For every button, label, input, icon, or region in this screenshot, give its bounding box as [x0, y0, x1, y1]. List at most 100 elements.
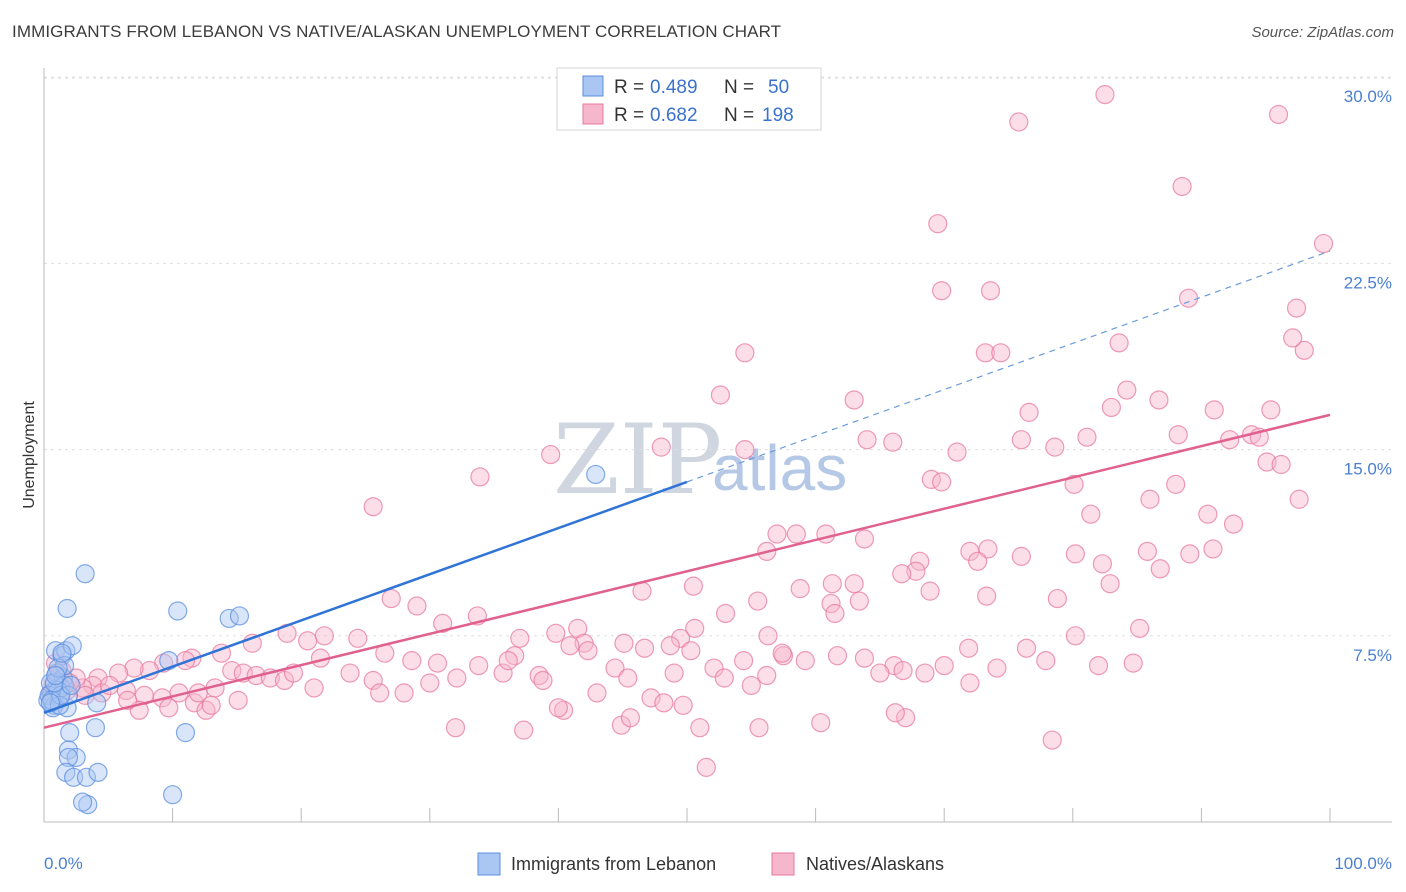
trend-line-lebanon-projection: [686, 250, 1331, 483]
y-tick-labels: 7.5% 15.0% 22.5% 30.0%: [1344, 87, 1392, 665]
legend-n-label-1: N =: [724, 77, 754, 98]
lebanon-point: [72, 792, 93, 812]
lebanon-point: [40, 693, 61, 713]
natives-point: [1016, 638, 1037, 658]
trend-lines: [43, 250, 1331, 729]
y-tick-label: 7.5%: [1353, 646, 1392, 665]
natives-point: [710, 385, 731, 405]
natives-point: [844, 574, 864, 594]
natives-point: [772, 643, 792, 663]
natives-point: [560, 636, 580, 656]
lebanon-point: [85, 718, 106, 738]
trend-line-lebanon: [43, 480, 688, 714]
natives-point: [741, 675, 761, 696]
natives-point: [175, 651, 196, 671]
lebanon-point: [175, 723, 196, 743]
natives-point: [654, 693, 674, 713]
natives-point: [704, 658, 724, 678]
natives-point: [1011, 430, 1031, 450]
natives-point: [1117, 380, 1137, 400]
y-tick-label: 15.0%: [1344, 460, 1392, 479]
natives-point: [222, 660, 242, 681]
natives-point: [849, 591, 869, 611]
natives-point: [370, 683, 390, 703]
natives-point: [870, 663, 890, 683]
natives-point: [117, 690, 138, 710]
series-legend: Immigrants from Lebanon Natives/Alaskans: [477, 852, 944, 876]
natives-point: [587, 683, 607, 703]
natives-point: [402, 651, 422, 671]
lebanon-point: [58, 740, 79, 760]
natives-point: [1289, 489, 1309, 509]
legend-r-value-2: 0.682: [650, 105, 698, 126]
natives-point: [159, 698, 179, 718]
natives-point: [1045, 437, 1065, 457]
natives-point: [553, 700, 574, 720]
legend-n-label-2: N =: [724, 105, 754, 126]
lebanon-point: [44, 673, 64, 693]
legend-swatch-natives: [582, 103, 604, 125]
natives-point: [447, 668, 467, 688]
natives-point: [1268, 104, 1289, 125]
bottom-legend-swatch-lebanon: [477, 852, 501, 876]
natives-point: [420, 673, 440, 693]
natives-point: [822, 574, 842, 594]
natives-point: [795, 651, 815, 671]
natives-point: [1168, 425, 1188, 445]
lebanon-point: [163, 785, 183, 805]
natives-point: [184, 693, 205, 713]
lebanon-point: [66, 747, 86, 768]
natives-point: [827, 646, 848, 666]
lebanon-point: [51, 685, 71, 705]
natives-point: [1149, 390, 1169, 410]
natives-point: [614, 633, 634, 653]
natives-point: [1009, 112, 1029, 132]
natives-point: [854, 529, 875, 549]
natives-point: [498, 651, 518, 671]
natives-point: [470, 467, 490, 487]
natives-point: [394, 683, 414, 703]
natives-point: [1047, 588, 1067, 609]
natives-point: [1130, 618, 1150, 638]
natives-point: [641, 688, 661, 708]
bottom-legend-label-lebanon: Immigrants from Lebanon: [511, 854, 716, 874]
lebanon-point: [48, 658, 68, 678]
natives-point: [790, 579, 810, 599]
natives-point: [1019, 402, 1039, 422]
legend-n-value-2: 198: [762, 105, 794, 126]
natives-point: [928, 214, 948, 234]
natives-point: [932, 472, 952, 492]
natives-point: [541, 444, 561, 465]
natives-point: [651, 437, 671, 457]
natives-point: [228, 690, 248, 710]
natives-point: [340, 663, 360, 683]
watermark-zip: ZIP: [553, 404, 722, 516]
natives-point: [683, 576, 704, 596]
natives-point: [960, 541, 980, 562]
natives-point: [578, 641, 598, 661]
natives-point: [348, 628, 368, 648]
lebanon-point: [62, 636, 82, 656]
natives-point: [696, 757, 716, 777]
natives-point: [749, 718, 769, 738]
natives-point: [968, 551, 988, 571]
natives-point: [1203, 539, 1223, 559]
natives-point: [714, 668, 734, 688]
natives-point: [681, 641, 701, 661]
natives-point: [548, 698, 569, 718]
natives-point: [493, 663, 513, 683]
natives-point: [1271, 454, 1291, 475]
natives-point: [505, 646, 525, 666]
natives-point: [1065, 626, 1085, 646]
legend-swatch-lebanon: [582, 75, 604, 97]
natives-point: [363, 497, 383, 517]
bottom-legend-label-natives: Natives/Alaskans: [806, 854, 944, 874]
y-tick-label: 30.0%: [1344, 87, 1392, 106]
lebanon-point: [45, 665, 66, 686]
natives-point: [1081, 504, 1101, 524]
natives-point: [298, 631, 318, 651]
x-ticks: [43, 808, 1331, 822]
y-axis-label: Unemployment: [21, 401, 38, 509]
natives-point: [1294, 340, 1314, 360]
